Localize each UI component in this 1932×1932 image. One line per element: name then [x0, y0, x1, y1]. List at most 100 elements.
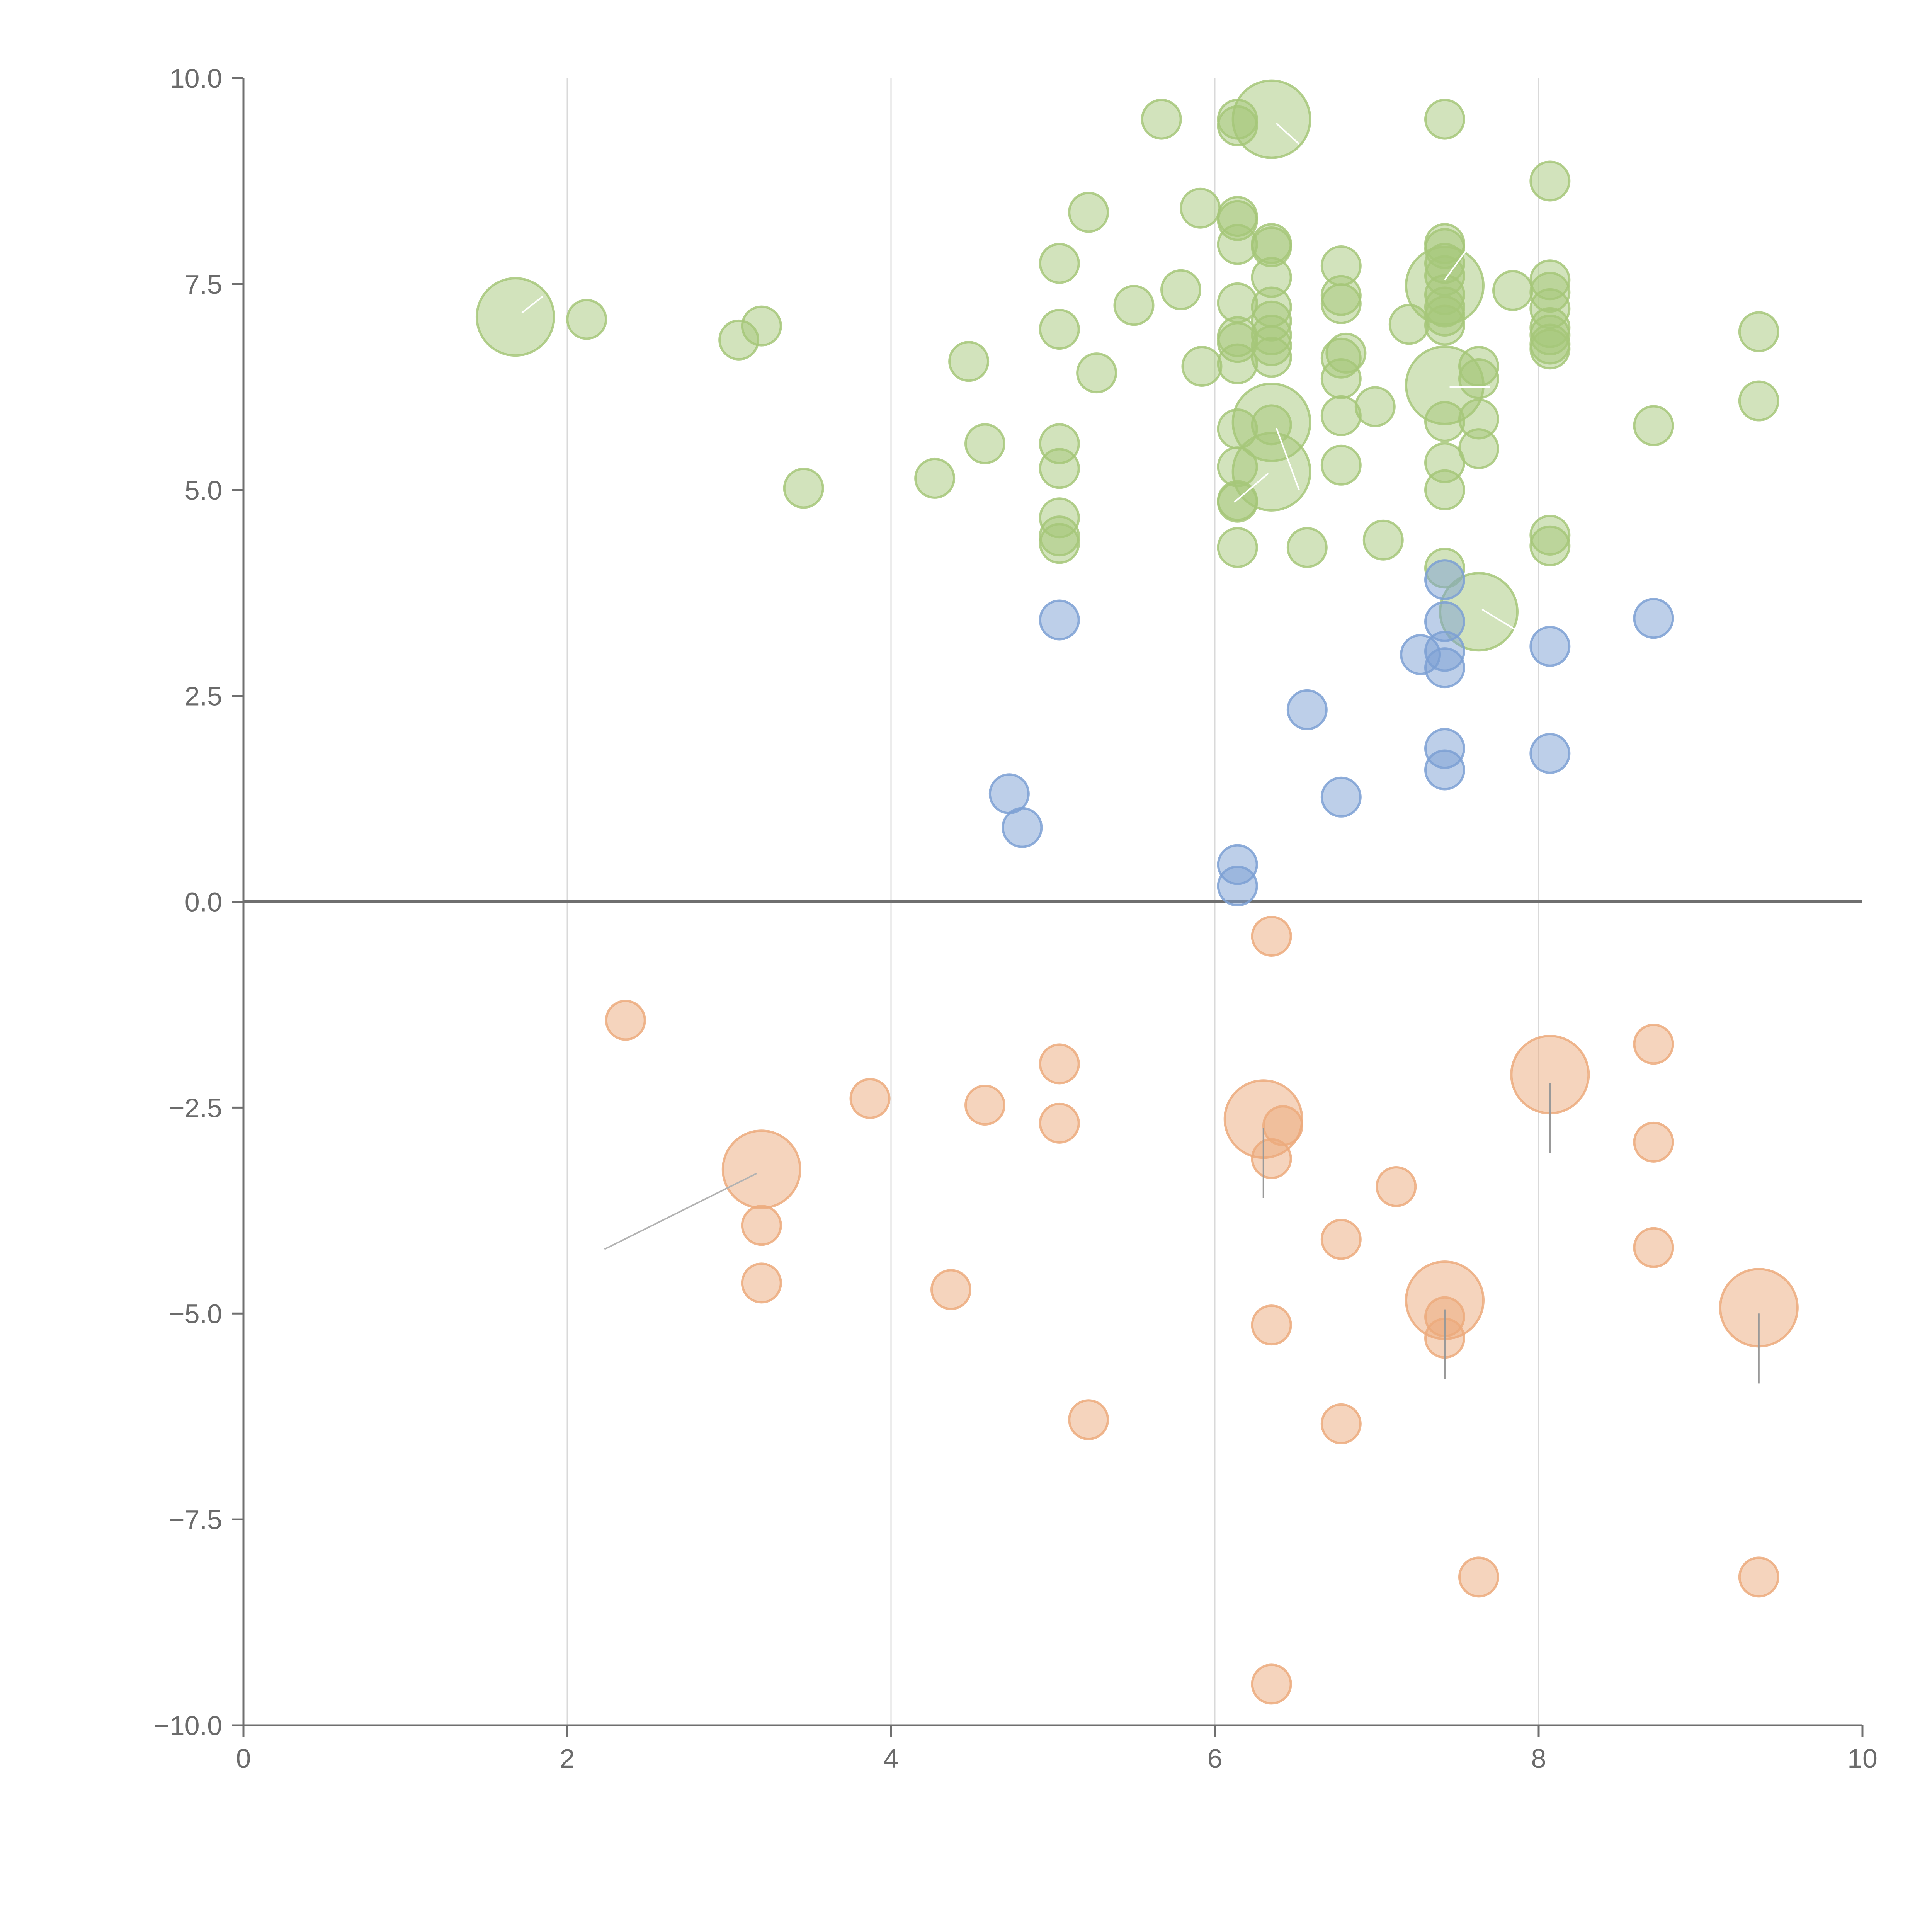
data-point	[1160, 269, 1202, 310]
y-tick-label: 5.0	[185, 475, 222, 505]
data-point	[1320, 283, 1362, 325]
data-point	[1217, 866, 1258, 907]
data-point	[1738, 380, 1779, 422]
data-point	[1286, 689, 1328, 730]
data-point	[1424, 469, 1465, 510]
data-point	[1039, 1043, 1080, 1085]
y-tick-label: −2.5	[169, 1093, 222, 1123]
data-point	[1217, 224, 1258, 265]
data-point	[1529, 733, 1571, 774]
data-point	[1529, 328, 1571, 370]
data-point	[1633, 405, 1674, 446]
label-leader-line	[1276, 122, 1300, 145]
data-point	[741, 1262, 782, 1304]
data-point	[741, 1205, 782, 1246]
y-tick-label: −5.0	[169, 1299, 222, 1329]
x-tick-label: 0	[236, 1743, 251, 1774]
data-point	[1231, 79, 1311, 159]
data-point	[1181, 346, 1223, 387]
x-tick-label: 2	[560, 1743, 575, 1774]
data-point	[1039, 243, 1080, 284]
data-point	[1039, 599, 1080, 641]
data-point	[1068, 1399, 1109, 1440]
data-point	[1424, 99, 1465, 140]
data-point	[948, 341, 990, 382]
data-point	[1424, 559, 1465, 600]
y-tick-label: −7.5	[169, 1505, 222, 1535]
data-point	[1633, 1121, 1674, 1163]
data-point	[1633, 1024, 1674, 1065]
data-point	[1529, 626, 1571, 667]
data-point	[1286, 527, 1328, 568]
data-point	[1039, 523, 1080, 564]
data-point	[1325, 332, 1367, 374]
data-point	[1262, 1105, 1303, 1146]
data-point	[1002, 807, 1043, 848]
data-point	[930, 1269, 972, 1310]
data-point	[741, 305, 782, 347]
data-point	[1039, 309, 1080, 350]
data-point	[1217, 343, 1258, 384]
data-point	[1354, 386, 1396, 427]
data-point	[964, 423, 1006, 464]
data-point	[1738, 1556, 1779, 1598]
y-tick-label: 0.0	[185, 887, 222, 917]
data-point	[1320, 444, 1362, 486]
data-point	[1424, 304, 1465, 346]
label-leader-line	[1276, 428, 1300, 490]
y-tick-label: 2.5	[185, 681, 222, 711]
data-point	[1633, 1227, 1674, 1268]
data-point	[1076, 352, 1117, 394]
data-point	[783, 468, 824, 509]
y-tick-label: 10.0	[170, 63, 222, 94]
data-point	[1458, 358, 1499, 399]
x-tick-label: 6	[1208, 1743, 1223, 1774]
data-point	[1251, 1304, 1292, 1346]
data-point	[1217, 527, 1258, 568]
data-point	[1251, 337, 1292, 378]
data-point	[849, 1078, 891, 1119]
point-labels	[521, 122, 1760, 1384]
data-point	[914, 457, 956, 499]
data-point	[1376, 1166, 1417, 1207]
y-tick-label: −10.0	[154, 1711, 222, 1741]
data-point	[1362, 519, 1404, 561]
data-point	[605, 1000, 646, 1041]
data-point	[1492, 270, 1533, 311]
label-leader-line	[521, 296, 544, 314]
data-point	[1320, 1403, 1362, 1444]
data-point	[475, 277, 555, 357]
label-leader-line	[1444, 250, 1467, 281]
x-tick-label: 10	[1847, 1743, 1878, 1774]
data-point	[1251, 916, 1292, 957]
data-point	[964, 1084, 1006, 1126]
label-leader-line	[604, 1173, 757, 1250]
data-point	[1633, 598, 1674, 639]
data-point	[1529, 160, 1571, 202]
data-point	[1320, 395, 1362, 436]
data-point	[1113, 285, 1155, 326]
data-point	[1320, 776, 1362, 818]
data-point	[1251, 1663, 1292, 1705]
label-leader-line	[1233, 473, 1269, 503]
data-points	[475, 79, 1799, 1705]
x-tick-label: 8	[1531, 1743, 1546, 1774]
data-point	[1424, 749, 1465, 791]
label-leader-line	[1481, 609, 1523, 635]
data-point	[1039, 448, 1080, 489]
data-point	[1141, 99, 1182, 140]
data-point	[566, 299, 607, 340]
data-point	[721, 1129, 801, 1209]
data-point	[1529, 525, 1571, 566]
data-point	[1738, 311, 1779, 352]
x-tick-label: 4	[884, 1743, 899, 1774]
data-point	[1039, 1102, 1080, 1144]
data-point	[1458, 1556, 1499, 1598]
data-point	[1231, 432, 1311, 512]
data-point	[1424, 401, 1465, 442]
y-tick-label: 7.5	[185, 269, 222, 299]
data-point	[1424, 647, 1465, 689]
data-point	[1068, 192, 1109, 233]
data-point	[1458, 428, 1499, 469]
data-point	[1180, 187, 1221, 229]
